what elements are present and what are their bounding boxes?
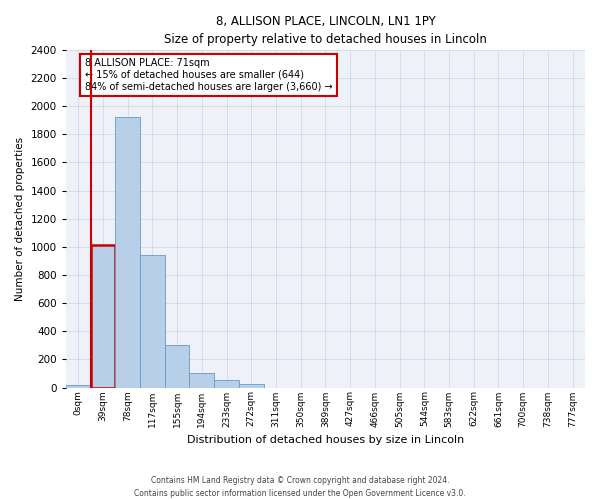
Title: 8, ALLISON PLACE, LINCOLN, LN1 1PY
Size of property relative to detached houses : 8, ALLISON PLACE, LINCOLN, LN1 1PY Size … [164,15,487,46]
Bar [66,384,91,388]
Bar [190,374,214,388]
X-axis label: Distribution of detached houses by size in Lincoln: Distribution of detached houses by size … [187,435,464,445]
Bar [140,256,165,388]
Text: Contains HM Land Registry data © Crown copyright and database right 2024.
Contai: Contains HM Land Registry data © Crown c… [134,476,466,498]
Bar [239,384,263,388]
Bar [214,380,239,388]
Y-axis label: Number of detached properties: Number of detached properties [15,136,25,301]
Bar [115,118,140,388]
Bar [165,346,190,388]
Bar [91,246,115,388]
Text: 8 ALLISON PLACE: 71sqm
← 15% of detached houses are smaller (644)
84% of semi-de: 8 ALLISON PLACE: 71sqm ← 15% of detached… [85,58,332,92]
